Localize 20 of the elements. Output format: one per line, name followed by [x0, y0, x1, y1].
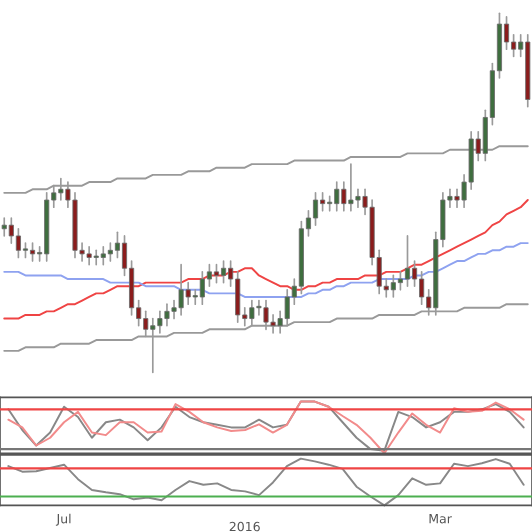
- candlestick: [1, 217, 7, 237]
- candlestick: [404, 235, 411, 288]
- candlestick: [93, 249, 99, 266]
- candlestick: [327, 195, 333, 212]
- candlestick: [390, 274, 396, 298]
- candlestick: [100, 245, 106, 266]
- candlestick: [312, 192, 319, 227]
- candlestick: [348, 163, 354, 212]
- candlestick: [454, 188, 460, 209]
- candlestick: [334, 181, 340, 212]
- candlestick: [235, 271, 241, 323]
- candlestick: [8, 217, 14, 244]
- candlestick: [419, 271, 425, 306]
- candlestick: [15, 227, 21, 259]
- candlestick: [221, 260, 227, 284]
- candlestick: [199, 271, 205, 306]
- candlestick: [178, 263, 184, 316]
- candlestick: [164, 303, 170, 327]
- candlestick: [185, 281, 191, 306]
- candlestick: [86, 245, 92, 266]
